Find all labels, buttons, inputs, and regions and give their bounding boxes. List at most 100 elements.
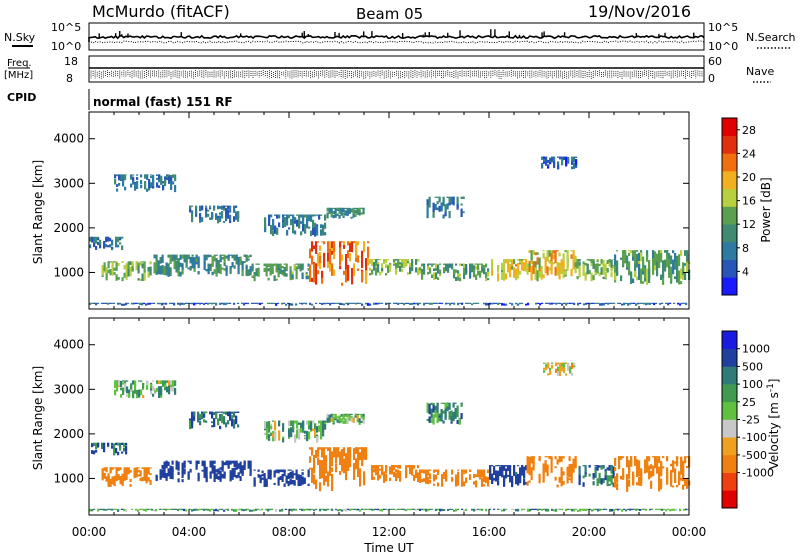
echo-cell <box>215 254 218 256</box>
echo-cell <box>597 302 600 304</box>
echo-cell <box>415 302 418 305</box>
echo-cell <box>255 263 258 265</box>
echo-cell <box>573 365 576 368</box>
echo-cell <box>436 403 439 413</box>
echo-cell <box>342 212 345 215</box>
echo-cell <box>461 508 464 510</box>
echo-cell <box>331 451 334 467</box>
echo-cell <box>574 262 577 268</box>
echo-cell <box>409 465 412 471</box>
echo-cell <box>538 456 541 462</box>
echo-cell <box>493 469 496 475</box>
echo-cell <box>167 508 170 510</box>
echo-cell <box>434 203 437 208</box>
echo-cell <box>686 250 689 261</box>
echo-cell <box>347 241 350 246</box>
echo-cell <box>231 261 234 268</box>
echo-cell <box>295 469 298 474</box>
noise-panel: N.Sky 10^5 10^0 10^5 10^0 N.Search <box>4 21 796 53</box>
echo-cell <box>152 393 155 397</box>
echo-cell <box>387 508 390 511</box>
echo-cell <box>201 411 204 419</box>
echo-cell <box>475 508 478 511</box>
echo-cell <box>650 480 653 489</box>
echo-cell <box>446 204 449 210</box>
echo-cell <box>339 302 342 305</box>
echo-cell <box>320 425 323 433</box>
echo-cell <box>267 268 270 272</box>
echo-cell <box>570 254 573 259</box>
echo-cell <box>145 473 148 484</box>
echo-cell <box>318 420 321 424</box>
echo-cell <box>95 237 98 244</box>
echo-cell <box>358 413 361 416</box>
echo-cell <box>267 473 270 480</box>
echo-cell <box>134 380 137 386</box>
echo-cell <box>107 269 110 274</box>
echo-cell <box>417 508 420 510</box>
echo-cell <box>203 411 206 418</box>
echo-cell <box>491 259 494 261</box>
echo-cell <box>121 303 124 306</box>
echo-cell <box>181 254 184 259</box>
echo-cell <box>213 207 216 211</box>
echo-cell <box>393 302 396 304</box>
echo-cell <box>566 466 569 475</box>
echo-cell <box>136 177 139 180</box>
echo-cell <box>91 509 94 512</box>
echo-cell <box>119 467 122 471</box>
echo-cell <box>546 250 549 262</box>
echo-cell <box>548 250 551 257</box>
echo-cell <box>121 277 124 282</box>
echo-cell <box>625 509 628 512</box>
echo-cell <box>369 508 372 510</box>
echo-cell <box>177 302 180 305</box>
echo-cell <box>95 442 98 449</box>
echo-cell <box>349 447 352 450</box>
echo-cell <box>676 484 679 488</box>
echo-cell <box>561 303 564 306</box>
echo-cell <box>442 420 445 424</box>
echo-cell <box>329 508 332 510</box>
noise-panel-frame <box>88 22 705 51</box>
echo-cell <box>616 483 619 486</box>
echo-cell <box>340 209 343 216</box>
echo-cell <box>387 259 390 261</box>
echo-cell <box>432 414 435 425</box>
echo-cell <box>219 508 222 510</box>
echo-cell <box>181 467 184 478</box>
echo-cell <box>308 226 311 229</box>
echo-cell <box>107 261 110 269</box>
echo-cell <box>354 214 357 217</box>
echo-cell <box>556 459 559 465</box>
echo-cell <box>624 252 627 257</box>
echo-cell <box>399 470 402 480</box>
echo-cell <box>594 263 597 275</box>
echo-cell <box>644 463 647 469</box>
colorbar-tick-label: 4 <box>742 265 749 278</box>
echo-cell <box>114 389 117 396</box>
echo-cell <box>249 509 252 512</box>
echo-cell <box>99 244 102 249</box>
echo-cell <box>548 259 551 264</box>
echo-cell <box>271 265 274 275</box>
echo-cell <box>528 480 531 483</box>
echo-cell <box>221 508 224 511</box>
echo-cell <box>425 470 428 479</box>
echo-cell <box>628 261 631 276</box>
echo-cell <box>656 456 659 459</box>
echo-cell <box>205 207 208 211</box>
echo-cell <box>436 196 439 198</box>
echo-cell <box>559 370 562 376</box>
echo-cell <box>579 508 582 512</box>
echo-cell <box>687 508 690 510</box>
echo-cell <box>253 272 256 276</box>
echo-cell <box>426 419 429 421</box>
echo-cell <box>191 417 194 424</box>
echo-cell <box>583 303 586 306</box>
echo-cell <box>446 402 449 412</box>
echo-cell <box>146 383 149 390</box>
echo-cell <box>509 259 512 263</box>
echo-cell <box>237 411 240 413</box>
echo-cell <box>115 274 118 281</box>
